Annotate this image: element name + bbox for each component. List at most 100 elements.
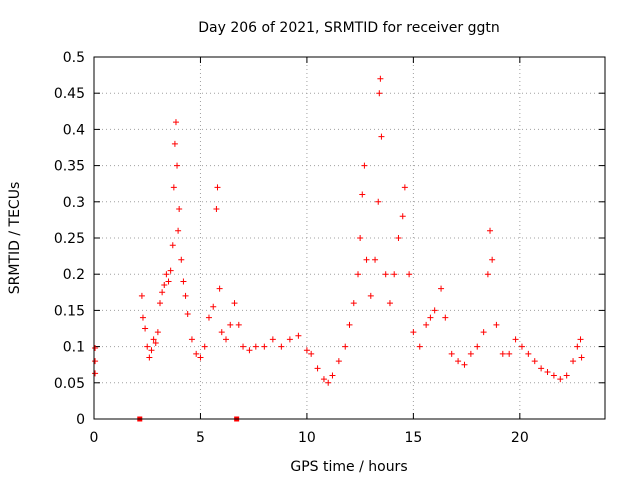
- data-point: [92, 358, 99, 365]
- data-point: [92, 345, 99, 352]
- data-point: [139, 314, 146, 321]
- data-point: [169, 242, 176, 249]
- x-tick-label: 5: [196, 430, 205, 446]
- data-point: [171, 140, 178, 147]
- data-point: [484, 271, 491, 278]
- data-point: [303, 347, 310, 354]
- data-point: [350, 300, 357, 307]
- data-point: [201, 343, 208, 350]
- x-tick-label: 15: [404, 430, 422, 446]
- data-point: [92, 370, 99, 377]
- data-point: [455, 358, 462, 365]
- data-point: [480, 329, 487, 336]
- data-point: [401, 184, 408, 191]
- data-point: [154, 329, 161, 336]
- y-tick-label: 0.1: [63, 340, 85, 356]
- data-point: [357, 235, 364, 241]
- data-point: [574, 343, 581, 350]
- data-point: [329, 372, 336, 379]
- data-point: [563, 372, 570, 379]
- data-point: [578, 354, 585, 361]
- grid-lines: [94, 57, 605, 419]
- y-tick-label: 0.35: [54, 159, 85, 175]
- data-point: [159, 289, 166, 296]
- data-point: [278, 343, 285, 350]
- data-point: [487, 227, 494, 234]
- y-tick-label: 0.4: [63, 122, 85, 138]
- data-point: [148, 347, 155, 354]
- plot-frame: [93, 56, 606, 420]
- data-point: [525, 350, 532, 357]
- y-tick-label: 0.2: [63, 267, 85, 283]
- data-point: [410, 329, 417, 336]
- data-point: [252, 343, 259, 350]
- data-point: [170, 184, 177, 191]
- x-axis-label: GPS time / hours: [290, 459, 407, 475]
- data-point: [499, 350, 506, 357]
- data-point: [246, 347, 253, 354]
- data-point: [518, 343, 525, 350]
- data-point: [295, 332, 302, 339]
- data-point: [142, 325, 149, 332]
- data-point: [363, 256, 370, 263]
- axis-tick-labels: 0 5 10 15 20 0 0.05 0.1 0.15 0.2 0.25 0.3 0.35 0.4 0.4…: [54, 50, 529, 446]
- data-point: [175, 227, 182, 234]
- data-point: [474, 343, 481, 350]
- data-point: [359, 191, 366, 198]
- data-point: [377, 75, 384, 82]
- data-point: [144, 343, 151, 350]
- data-point: [570, 358, 577, 365]
- data-point: [544, 368, 551, 375]
- data-point: [261, 343, 268, 350]
- data-point: [174, 162, 181, 169]
- data-point: [346, 321, 353, 328]
- data-point: [308, 350, 315, 357]
- data-point: [557, 376, 564, 383]
- data-point: [235, 321, 242, 328]
- data-point: [240, 343, 247, 350]
- data-point: [161, 282, 168, 289]
- data-point: [172, 119, 179, 126]
- data-point: [355, 271, 362, 278]
- data-point: [197, 354, 204, 361]
- y-tick-label: 0.15: [54, 303, 85, 319]
- data-point: [577, 336, 584, 343]
- data-point: [372, 256, 379, 263]
- data-point: [395, 235, 402, 241]
- data-point: [376, 90, 383, 97]
- data-point: [467, 350, 474, 357]
- data-point: [138, 292, 145, 299]
- x-tick-label: 0: [90, 430, 99, 446]
- data-point: [550, 372, 557, 379]
- x-tick-label: 10: [298, 430, 316, 446]
- data-point: [382, 271, 389, 278]
- data-point: [442, 314, 449, 321]
- data-point: [165, 278, 172, 285]
- data-point: [493, 321, 500, 328]
- x-tick-label: 20: [511, 430, 529, 446]
- data-point: [314, 365, 321, 372]
- data-point: [214, 184, 221, 191]
- data-point: [150, 336, 157, 343]
- data-point: [361, 162, 368, 169]
- y-tick-label: 0.45: [54, 86, 85, 102]
- data-point: [538, 365, 545, 372]
- data-point: [223, 336, 230, 343]
- y-tick-label: 0.5: [63, 50, 85, 66]
- data-point: [180, 278, 187, 285]
- data-point: [178, 256, 185, 263]
- data-point: [176, 206, 183, 213]
- data-point: [367, 292, 374, 299]
- data-point: [342, 343, 349, 350]
- data-point: [216, 285, 223, 292]
- data-point: [184, 311, 191, 318]
- data-point: [391, 271, 398, 278]
- data-point: [438, 285, 445, 292]
- data-point: [325, 379, 332, 386]
- data-point: [152, 339, 159, 346]
- data-point: [461, 361, 468, 368]
- y-tick-label: 0: [76, 412, 85, 428]
- data-point: [188, 336, 195, 343]
- data-point: [427, 314, 434, 321]
